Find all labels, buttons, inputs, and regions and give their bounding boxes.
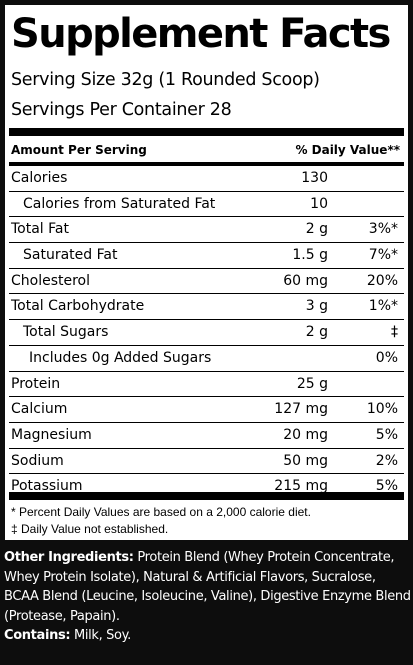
nutrient-row-total-sugars: Total Sugars 2 g ‡ [9, 320, 404, 346]
nutrient-name: Calories [11, 170, 68, 186]
nutrient-daily-value: 5% [375, 426, 398, 443]
nutrient-name: Calories from Saturated Fat [23, 195, 216, 212]
contains: Contains: Milk, Soy. [4, 626, 412, 646]
nutrient-row-protein: Protein 25 g [9, 372, 404, 398]
nutrient-daily-value: 10% [366, 401, 398, 418]
nutrient-name: Total Fat [11, 221, 69, 238]
nutrient-name: Includes 0g Added Sugars [29, 349, 212, 366]
contains-label: Contains: [4, 628, 71, 643]
amount-header: Amount Per Serving % Daily Value** [11, 140, 400, 160]
nutrient-daily-value: 20% [366, 272, 398, 289]
nutrient-row-calories-sat-fat: Calories from Saturated Fat 10 [9, 192, 404, 218]
nutrient-row-total-fat: Total Fat 2 g 3%* [9, 217, 404, 244]
nutrient-daily-value: 0% [375, 349, 398, 366]
nutrient-row-cholesterol: Cholesterol 60 mg 20% [9, 269, 404, 295]
panel-title: Supplement Facts [11, 11, 391, 57]
other-ingredients: Other Ingredients: Protein Blend (Whey P… [4, 548, 412, 626]
serving-size: Serving Size 32g (1 Rounded Scoop) [11, 70, 320, 90]
nutrient-row-added-sugars: Includes 0g Added Sugars 0% [9, 346, 404, 372]
nutrient-row-potassium: Potassium 215 mg 5% [9, 474, 404, 499]
nutrient-amount: 10 [310, 195, 328, 212]
nutrient-name: Cholesterol [11, 272, 91, 289]
nutrient-row-calcium: Calcium 127 mg 10% [9, 397, 404, 423]
nutrient-name: Calcium [11, 401, 68, 418]
nutrient-amount: 50 mg [283, 452, 328, 469]
nutrient-amount: 130 [301, 170, 328, 186]
nutrient-name: Magnesium [11, 426, 92, 443]
nutrient-table: Calories 130 Calories from Saturated Fat… [9, 166, 404, 499]
nutrient-amount: 215 mg [274, 478, 328, 495]
nutrient-name: Sodium [11, 452, 64, 469]
nutrient-row-calories: Calories 130 [9, 166, 404, 192]
nutrient-daily-value: ‡ [391, 324, 398, 341]
servings-per-container: Servings Per Container 28 [11, 100, 232, 120]
footnote-daily-values: * Percent Daily Values are based on a 2,… [11, 505, 311, 519]
footnote-not-established: ‡ Daily Value not established. [11, 522, 169, 536]
bottom-thick-divider [9, 492, 404, 500]
nutrient-row-saturated-fat: Saturated Fat 1.5 g 7%* [9, 243, 404, 269]
nutrient-name: Potassium [11, 478, 83, 495]
thick-divider [9, 128, 404, 136]
amount-per-serving-label: Amount Per Serving [11, 143, 147, 157]
nutrient-daily-value: 1%* [368, 298, 398, 315]
nutrient-amount: 1.5 g [292, 247, 328, 264]
nutrient-daily-value: 3%* [368, 221, 398, 238]
nutrient-name: Total Sugars [23, 324, 109, 341]
nutrient-daily-value: 7%* [368, 247, 398, 264]
other-ingredients-text: Protein Blend (Whey Protein Concentrate,… [4, 550, 411, 624]
ingredients-block: Other Ingredients: Protein Blend (Whey P… [4, 548, 412, 646]
nutrient-row-total-carbohydrate: Total Carbohydrate 3 g 1%* [9, 294, 404, 321]
nutrient-amount: 60 mg [283, 272, 328, 289]
nutrient-name: Saturated Fat [23, 247, 118, 264]
other-ingredients-label: Other Ingredients: [4, 550, 134, 565]
nutrient-amount: 127 mg [274, 401, 328, 418]
nutrient-amount: 20 mg [283, 426, 328, 443]
nutrient-amount: 25 g [296, 375, 328, 392]
nutrient-amount: 2 g [305, 221, 328, 238]
supplement-facts-panel: Supplement Facts Serving Size 32g (1 Rou… [5, 5, 408, 540]
daily-value-label: % Daily Value** [295, 143, 400, 157]
nutrient-daily-value: 5% [375, 478, 398, 495]
nutrient-row-magnesium: Magnesium 20 mg 5% [9, 423, 404, 449]
nutrient-amount: 3 g [305, 298, 328, 315]
nutrient-name: Protein [11, 375, 61, 392]
nutrient-row-sodium: Sodium 50 mg 2% [9, 449, 404, 475]
nutrient-daily-value: 2% [375, 452, 398, 469]
nutrient-amount: 2 g [305, 324, 328, 341]
medium-divider [9, 162, 404, 166]
nutrient-name: Total Carbohydrate [11, 298, 145, 315]
contains-text: Milk, Soy. [70, 628, 131, 643]
